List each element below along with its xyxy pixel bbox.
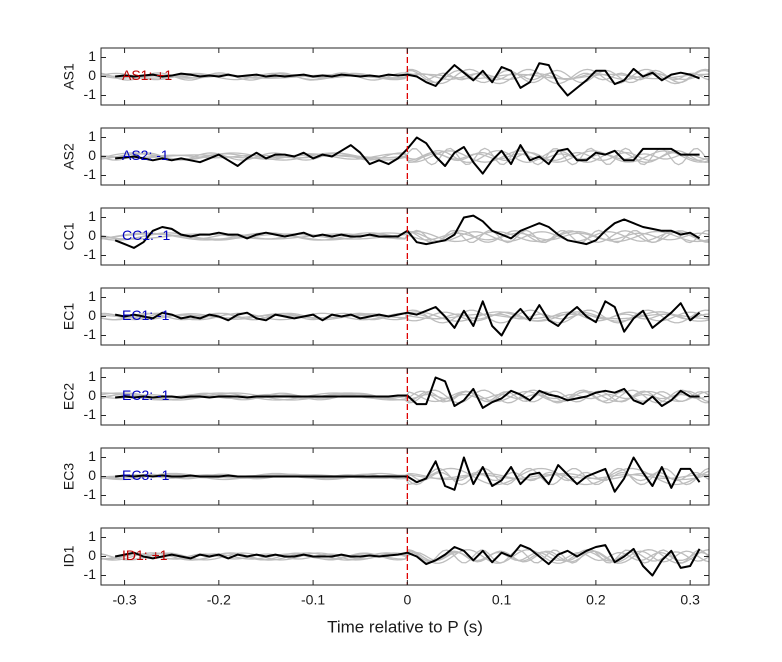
x-tick-label: -0.3 bbox=[113, 592, 137, 608]
background-trace bbox=[101, 229, 709, 244]
panel-ec3: -1 0 1 EC3 EC3: -1 bbox=[61, 447, 710, 506]
polarity-annotation: AS1: +1 bbox=[122, 67, 172, 83]
polarity-annotation: EC1: -1 bbox=[122, 307, 170, 323]
background-trace bbox=[101, 68, 709, 85]
y-tick-label: 0 bbox=[88, 147, 96, 163]
y-tick-label: 1 bbox=[88, 448, 96, 464]
polarity-annotation: AS2: -1 bbox=[122, 147, 169, 163]
y-tick-label: -1 bbox=[84, 566, 97, 582]
y-tick-label: 1 bbox=[88, 208, 96, 224]
y-tick-label: -1 bbox=[84, 86, 97, 102]
y-axis-label: AS2 bbox=[61, 143, 77, 170]
polarity-annotation: CC1: -1 bbox=[122, 227, 170, 243]
y-axis-label: EC1 bbox=[61, 303, 77, 330]
y-axis-label: EC3 bbox=[61, 463, 77, 490]
polarity-annotation: ID1: +1 bbox=[122, 547, 168, 563]
background-traces bbox=[101, 68, 709, 85]
y-tick-label: -1 bbox=[84, 406, 97, 422]
x-axis-label: Time relative to P (s) bbox=[327, 617, 483, 636]
main-trace bbox=[115, 62, 700, 97]
x-tick-label: 0 bbox=[403, 592, 411, 608]
x-axis: -0.3 -0.2 -0.1 0 0.1 0.2 0.3 bbox=[113, 592, 701, 608]
y-axis-label: EC2 bbox=[61, 383, 77, 410]
x-tick-label: 0.2 bbox=[586, 592, 606, 608]
y-tick-label: -1 bbox=[84, 166, 97, 182]
main-trace-group bbox=[114, 544, 701, 577]
main-trace bbox=[114, 544, 701, 577]
x-tick-label: 0.3 bbox=[680, 592, 700, 608]
background-trace bbox=[101, 232, 709, 241]
y-tick-label: -1 bbox=[84, 246, 97, 262]
x-tick-label: -0.2 bbox=[207, 592, 231, 608]
y-axis-label: ID1 bbox=[61, 545, 77, 567]
panel-cc1: -1 0 1 CC1 CC1: -1 bbox=[61, 207, 710, 266]
panel-ec1: -1 0 1 EC1 EC1: -1 bbox=[61, 287, 710, 346]
y-tick-label: 0 bbox=[88, 547, 96, 563]
panel-as1: -1 0 1 AS1 AS1: +1 bbox=[61, 47, 710, 106]
y-tick-label: 1 bbox=[88, 528, 96, 544]
y-tick-label: 1 bbox=[88, 288, 96, 304]
polarity-annotation: EC3: -1 bbox=[122, 467, 170, 483]
y-tick-label: -1 bbox=[84, 326, 97, 342]
panel-ec2: -1 0 1 EC2 EC2: -1 bbox=[61, 367, 710, 426]
x-tick-label: 0.1 bbox=[492, 592, 512, 608]
y-tick-label: 0 bbox=[88, 387, 96, 403]
panels: -1 0 1 AS1 AS1: +1 -1 0 1 AS2 AS2: -1 -1 0 1 CC1 CC1: … bbox=[61, 47, 710, 586]
background-trace bbox=[101, 549, 709, 564]
y-tick-label: 1 bbox=[88, 128, 96, 144]
x-tick-label: -0.1 bbox=[301, 592, 325, 608]
background-trace bbox=[101, 390, 709, 403]
panel-id1: -1 0 1 ID1 ID1: +1 bbox=[61, 527, 710, 586]
y-axis-label: CC1 bbox=[61, 222, 77, 250]
polarity-annotation: EC2: -1 bbox=[122, 387, 170, 403]
main-trace bbox=[114, 300, 701, 337]
y-tick-label: 0 bbox=[88, 307, 96, 323]
y-tick-label: 0 bbox=[88, 67, 96, 83]
y-tick-label: 0 bbox=[88, 467, 96, 483]
panel-as2: -1 0 1 AS2 AS2: -1 bbox=[61, 127, 710, 186]
y-tick-label: 1 bbox=[88, 48, 96, 64]
background-trace bbox=[101, 150, 709, 163]
background-trace bbox=[101, 72, 709, 81]
y-tick-label: -1 bbox=[84, 486, 97, 502]
y-tick-label: 0 bbox=[88, 227, 96, 243]
main-trace-group bbox=[114, 300, 701, 337]
y-tick-label: 1 bbox=[88, 368, 96, 384]
main-trace-group bbox=[115, 62, 700, 97]
background-traces bbox=[101, 229, 709, 244]
y-axis-label: AS1 bbox=[61, 63, 77, 90]
